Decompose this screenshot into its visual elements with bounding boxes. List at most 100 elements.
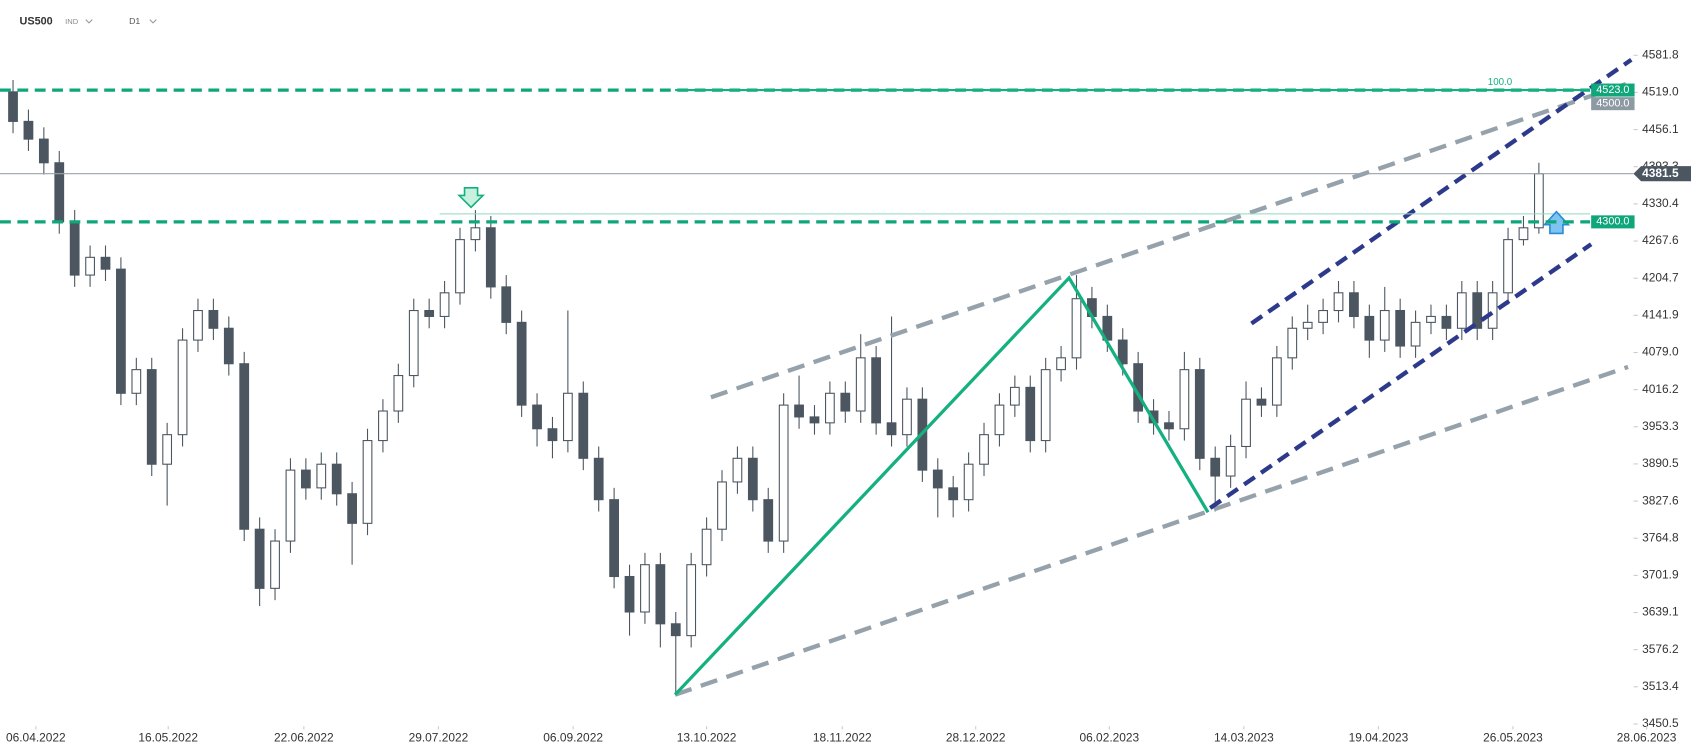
candle-body [840,392,851,412]
candle-body [1256,398,1267,406]
level-tag [1591,215,1635,229]
candle-body [1318,309,1328,323]
candle-body [717,481,727,530]
candle-body [208,309,219,329]
level-tag [1591,83,1635,97]
candle-body [979,434,989,465]
candle-body [578,392,589,459]
candle-body [393,375,404,412]
candle-body [347,493,357,524]
candles [8,80,1544,695]
candle-body [1518,227,1529,241]
candle-body [1164,422,1174,430]
last-price-label: 4381.5 [1642,166,1679,180]
level-tag [1591,97,1635,111]
y-tick-label: 4456.1 [1642,122,1679,136]
candle-body [932,469,943,489]
candle-body [162,434,173,465]
dropdown-icon[interactable] [85,19,93,24]
y-tick-label: 4204.7 [1642,270,1679,284]
candle-body [1487,292,1498,329]
candle-body [686,564,697,637]
candle-body [1349,292,1359,317]
candle-body [8,91,18,122]
interval[interactable]: D1 [129,16,140,26]
candle-body [562,392,573,442]
channel-line [1208,242,1593,510]
channel-line [1250,57,1633,326]
candle-body [1533,173,1544,229]
candle-body [1241,398,1251,448]
candle-body [593,457,604,501]
y-tick-label: 3953.3 [1642,419,1679,433]
candle-body [116,268,126,394]
drawings [439,57,1635,697]
candle-body [1333,292,1344,312]
x-tick-label: 28.12.2022 [946,730,1006,744]
y-tick-label: 4581.8 [1642,47,1679,61]
candle-body [516,321,527,406]
y-tick-label: 4141.9 [1642,307,1679,321]
wave-line [673,275,1210,696]
y-tick-label: 3450.5 [1642,716,1679,730]
x-tick-label: 29.07.2022 [409,730,469,744]
candle-body [1287,327,1298,359]
market: IND [65,17,79,26]
candle-body [1364,315,1375,341]
candle-body [532,404,542,430]
levels: 4381.5 4523.0 4300.0 4500.0 100.0 [0,77,1691,229]
candle-body [948,487,959,501]
candle-body [300,469,311,489]
candle-body [501,286,512,323]
candle-body [963,463,974,501]
candle-body [285,469,296,542]
candle-body [378,410,388,442]
candle-body [1040,369,1051,442]
x-tick-label: 16.05.2022 [138,730,198,744]
candle-body [624,575,635,613]
candle-body [38,138,49,164]
y-tick-label: 3576.2 [1642,642,1679,656]
y-tick-label: 4330.4 [1642,196,1679,210]
candle-body [331,463,342,495]
candle-body [1179,369,1190,430]
y-tick-label: 4016.2 [1642,382,1679,396]
candle-body [1456,292,1467,329]
candle-body [1210,457,1221,477]
candle-body [455,239,465,294]
candle-body [470,227,481,241]
candle-body [778,404,789,542]
candle-body [270,540,280,589]
candle-body [1472,292,1483,329]
x-tick-label: 13.10.2022 [677,730,737,744]
candle-body [239,363,250,530]
fib-label: 100.0 [1488,77,1513,88]
y-tick-label: 4079.0 [1642,345,1679,359]
x-tick-label: 28.06.2023 [1617,730,1677,744]
trend-line [674,364,1629,697]
candle-body [54,162,65,223]
candle-body [871,357,882,424]
candle-body [1056,357,1066,371]
candle-body [886,422,897,436]
candle-body [1271,357,1282,406]
candle-body [1009,386,1020,406]
candle-body [747,457,758,501]
x-tick-label: 19.04.2023 [1349,730,1409,744]
candle-body [809,416,820,424]
axes: 4581.84519.04456.14393.34330.44267.64204… [6,47,1679,744]
candle-body [1194,369,1205,459]
candle-body [1225,445,1236,477]
header: US500 IND D1 [20,16,157,28]
candle-body [177,339,188,436]
dropdown-icon[interactable] [149,19,157,24]
candle-body [855,357,866,412]
candle-body [655,564,666,625]
candle-body [1117,339,1128,365]
candle-body [794,404,804,418]
candle-body [69,221,80,276]
candle-body [193,309,203,341]
candle-body [1503,239,1513,294]
x-tick-label: 18.11.2022 [813,730,872,744]
